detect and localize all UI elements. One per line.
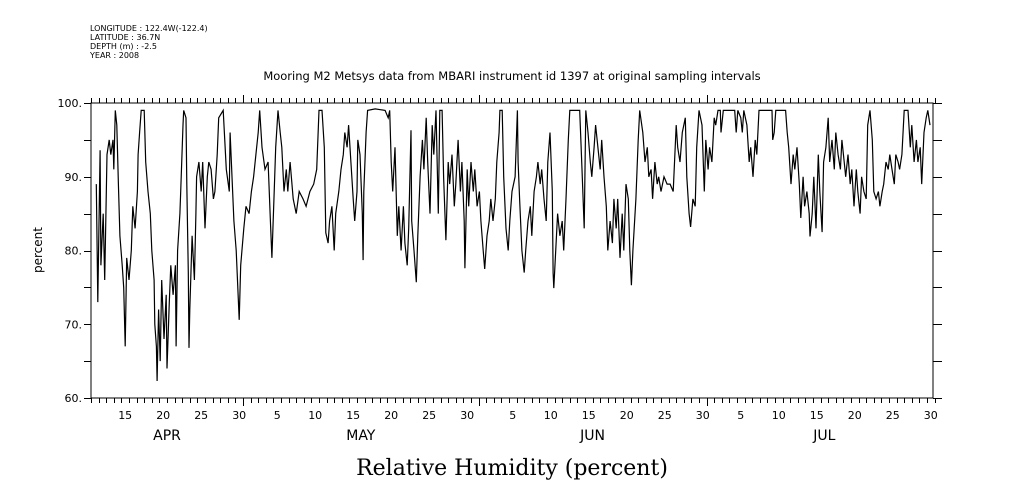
x-tick-label: 25 — [194, 409, 208, 422]
y-tick-label: 80. — [65, 245, 83, 258]
x-tick-label: 20 — [156, 409, 170, 422]
y-tick-label: 60. — [65, 392, 83, 405]
y-axis-label: percent — [31, 227, 45, 273]
x-tick-label: 25 — [886, 409, 900, 422]
x-tick-label: 15 — [582, 409, 596, 422]
bottom-title: Relative Humidity (percent) — [356, 456, 668, 481]
x-tick-label: 5 — [274, 409, 281, 422]
x-tick-label: 15 — [118, 409, 132, 422]
x-tick-label: 30 — [232, 409, 246, 422]
y-tick-label: 90. — [65, 171, 83, 184]
month-label: JUL — [812, 428, 835, 444]
x-tick-label: 20 — [384, 409, 398, 422]
year-label: YEAR : 2008 — [89, 51, 139, 60]
x-tick-label: 15 — [810, 409, 824, 422]
x-tick-label: 5 — [509, 409, 516, 422]
month-label: APR — [153, 428, 181, 444]
x-tick-label: 20 — [620, 409, 634, 422]
latitude-label: LATITUDE : 36.7N — [90, 33, 160, 42]
x-tick-label: 25 — [422, 409, 436, 422]
humidity-series-line — [95, 108, 931, 382]
chart-title: Mooring M2 Metsys data from MBARI instru… — [263, 69, 760, 83]
x-tick-label: 25 — [658, 409, 672, 422]
x-tick-label: 10 — [308, 409, 322, 422]
plot-area — [95, 108, 931, 382]
axes: 60. 70. 80. 90. 100. 15 20 25 30 5 10 15 20 25 30 5 10 15… — [58, 95, 942, 444]
x-tick-label: 5 — [737, 409, 744, 422]
x-tick-label: 10 — [772, 409, 786, 422]
month-label: MAY — [346, 428, 376, 444]
y-tick-label: 100. — [58, 97, 83, 110]
x-tick-label: 15 — [346, 409, 360, 422]
plot-frame — [90, 102, 934, 399]
y-tick-label: 70. — [65, 318, 83, 331]
x-tick-label: 30 — [924, 409, 938, 422]
x-tick-label: 30 — [460, 409, 474, 422]
x-tick-label: 30 — [696, 409, 710, 422]
longitude-label: LONGITUDE : 122.4W(-122.4) — [90, 24, 208, 33]
month-label: JUN — [579, 428, 605, 444]
depth-label: DEPTH (m) : -2.5 — [90, 42, 157, 51]
x-tick-label: 20 — [848, 409, 862, 422]
x-tick-label: 10 — [544, 409, 558, 422]
